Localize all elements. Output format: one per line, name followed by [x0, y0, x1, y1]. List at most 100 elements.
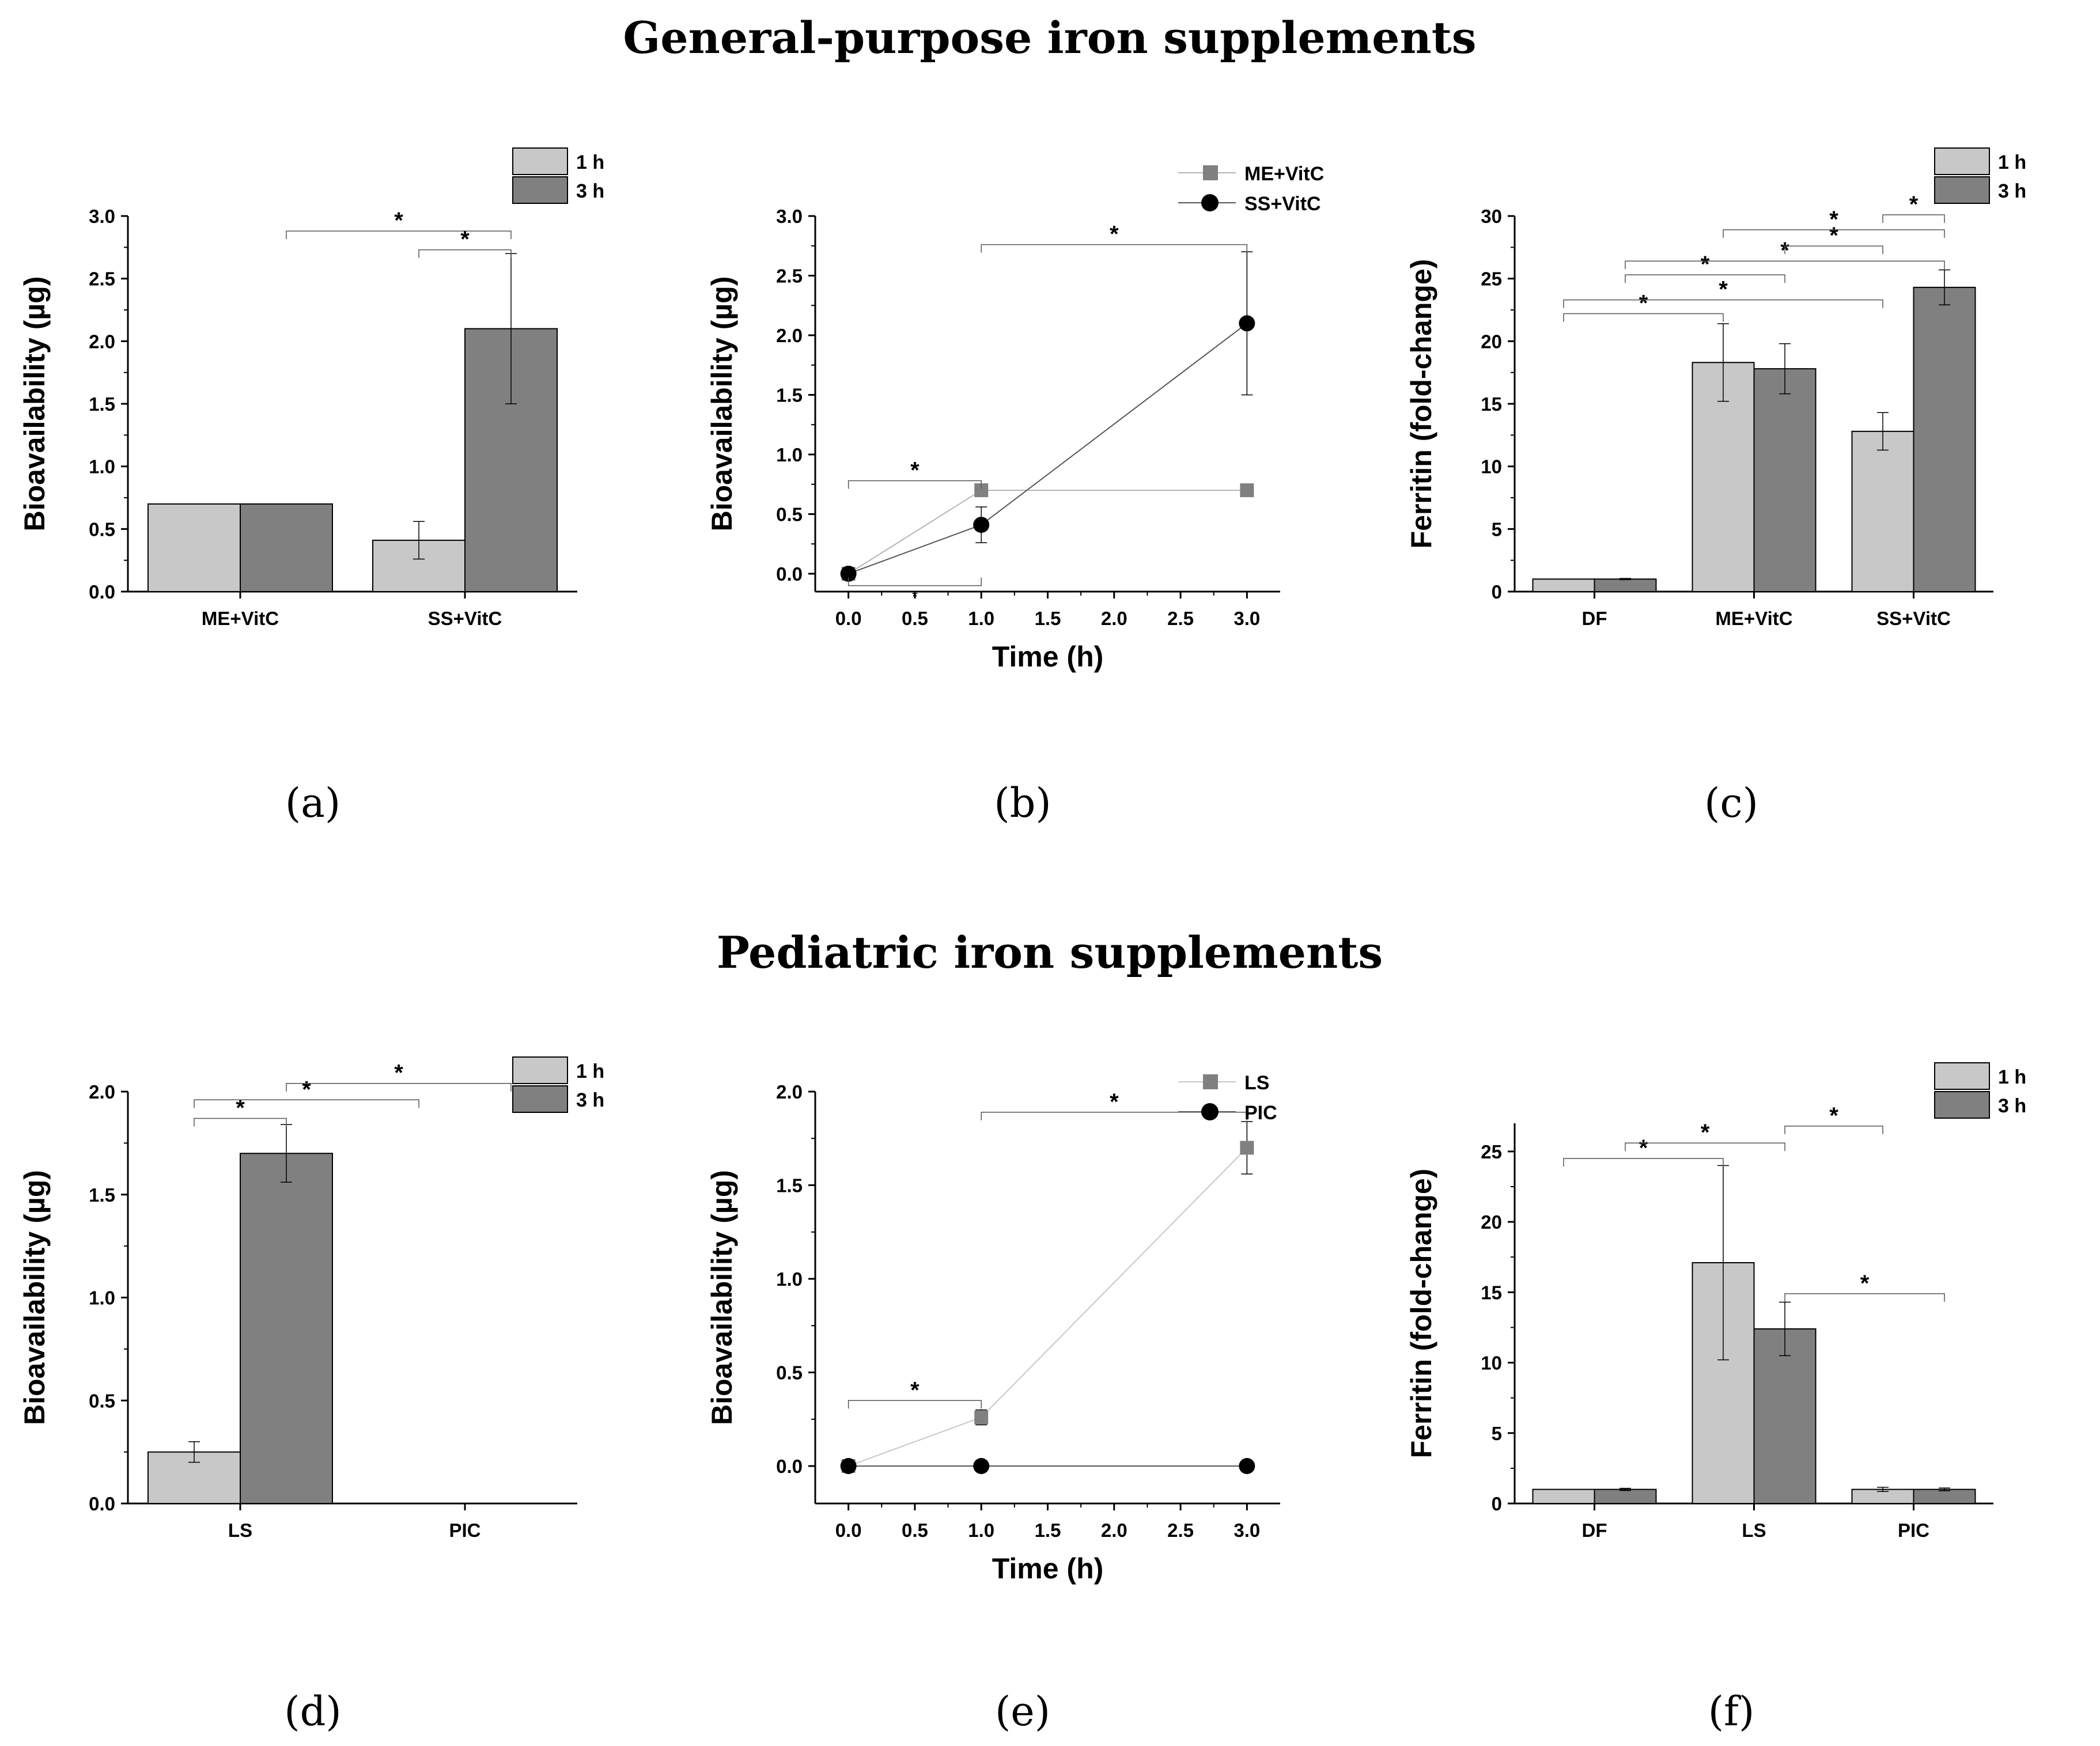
bar-1h-DF: [1532, 1489, 1595, 1505]
significance-bracket: [1563, 1158, 1724, 1167]
x-tick-label-PIC: PIC: [1898, 1520, 1929, 1541]
bar-3h-MEVitC: [240, 503, 333, 592]
significance-bracket: [1882, 214, 1945, 223]
x-tick-label-LS: LS: [228, 1520, 252, 1541]
point-LS: [1240, 1141, 1254, 1155]
point-LS: [974, 1410, 989, 1425]
significance-star: *: [1829, 1103, 1838, 1128]
x-tick-label-LS: LS: [1742, 1520, 1766, 1541]
x-tick-label: 0.5: [902, 608, 928, 629]
point-SSVitC: [973, 517, 990, 533]
y-tick-label: 0.5: [776, 1362, 803, 1384]
point-PIC: [1239, 1458, 1255, 1474]
y-axis-title: Bioavailability (µg): [18, 277, 51, 532]
significance-star: *: [1909, 192, 1919, 217]
significance-bracket: [1784, 245, 1883, 255]
significance-star: *: [302, 1077, 311, 1102]
bar-3h-PIC: [1913, 1489, 1976, 1505]
significance-star: *: [1639, 291, 1648, 316]
y-tick-label: 5: [1492, 1423, 1502, 1444]
legend-label: 1 h: [1998, 1066, 2026, 1088]
significance-star: *: [1829, 207, 1838, 232]
bar-3h-MEVitC: [1753, 368, 1817, 592]
panel-label-b: (b): [994, 779, 1051, 827]
y-tick-label: 0.0: [89, 1493, 115, 1514]
panel-label-a: (a): [285, 779, 340, 827]
significance-bracket: [1784, 1126, 1883, 1134]
y-tick-label: 30: [1481, 206, 1502, 227]
x-tick-label-SSVitC: SS+VitC: [428, 608, 502, 629]
y-tick-label: 0.5: [89, 518, 115, 540]
legend-swatch-3h: [512, 1085, 568, 1113]
legend-swatch-3h: [512, 176, 568, 204]
panel-label-c: (c): [1704, 779, 1758, 827]
significance-star: *: [1701, 1120, 1710, 1145]
y-axis-title: Bioavailability (µg): [706, 277, 738, 532]
legend-label: 3 h: [576, 1089, 604, 1111]
significance-star: *: [1110, 1089, 1119, 1115]
significance-bracket: [1625, 260, 1945, 270]
legend-label: 3 h: [576, 180, 604, 202]
legend-label: PIC: [1244, 1102, 1277, 1124]
y-tick-label: 10: [1481, 456, 1502, 478]
y-tick-label: 0: [1492, 581, 1502, 603]
significance-bracket: [286, 1082, 512, 1092]
significance-bracket: [1723, 229, 1945, 238]
legend-swatch-1h: [1934, 1062, 1990, 1090]
y-tick-label: 15: [1481, 393, 1502, 415]
chart-b-bioavailability-line: 0.0 0.5 1.0 1.5 2.0 2.5 3.0 Bioavailability (µg…: [706, 163, 1324, 673]
y-tick-label: 1.0: [89, 1287, 115, 1309]
legend-swatch-1h: [1934, 147, 1990, 175]
significance-bracket: [1563, 299, 1883, 308]
x-tick-label: 1.0: [968, 608, 994, 629]
x-tick-label: 0.0: [835, 1520, 862, 1541]
legend-marker-circle: [1201, 1103, 1219, 1120]
significance-star: *: [460, 227, 470, 252]
x-tick-label: 3.0: [1233, 1520, 1260, 1541]
legend-marker-square: [1203, 1074, 1218, 1089]
significance-bracket: [847, 1400, 982, 1409]
significance-bracket: [1784, 1293, 1945, 1302]
y-axis-title: Bioavailability (µg): [706, 1170, 738, 1425]
x-tick-label: 1.0: [968, 1520, 994, 1541]
point-PIC: [973, 1458, 990, 1474]
chart-c-ferritin-bar: 0 5 10 15 20 25 30 Ferritin (fold-change) DF ME+V…: [1405, 147, 2026, 629]
panel-label-d: (d): [284, 1688, 341, 1735]
point-MEVitC: [1240, 483, 1254, 498]
significance-star: *: [394, 1061, 403, 1086]
y-tick-label: 0.0: [89, 581, 115, 603]
y-tick-label: 20: [1481, 1211, 1502, 1233]
legend-swatch-3h: [1934, 176, 1990, 204]
x-tick-label-DF: DF: [1582, 1520, 1607, 1541]
y-tick-label: 1.0: [776, 1268, 803, 1290]
legend-label: 1 h: [1998, 152, 2026, 173]
section-title-pediatric: Pediatric iron supplements: [717, 927, 1383, 978]
chart-a-bioavailability-bar: 0.0 0.5 1.0 1.5 2.0 2.5 3.0 Bioavailability (µg…: [18, 147, 604, 629]
significance-star: *: [1860, 1271, 1870, 1296]
x-tick-label-PIC: PIC: [449, 1520, 480, 1541]
x-tick-label: 2.5: [1167, 1520, 1194, 1541]
series-line-LS: [848, 1147, 1248, 1467]
y-tick-label: 0.5: [89, 1390, 115, 1411]
section-title-general: General-purpose iron supplements: [623, 12, 1476, 63]
y-tick-label: 1.5: [776, 1175, 803, 1196]
significance-bracket: [847, 577, 982, 586]
panel-label-e: (e): [995, 1688, 1050, 1735]
legend-label: LS: [1244, 1072, 1269, 1094]
y-tick-label: 20: [1481, 331, 1502, 352]
y-tick-label: 10: [1481, 1353, 1502, 1374]
legend-label: SS+VitC: [1244, 193, 1321, 215]
bar-3h-LS: [1753, 1328, 1817, 1505]
y-tick-label: 25: [1481, 1141, 1502, 1162]
y-tick-label: 0.0: [776, 563, 803, 585]
legend-swatch-1h: [512, 1056, 568, 1084]
bar-1h-DF: [1532, 578, 1595, 592]
legend-label: ME+VitC: [1244, 163, 1324, 185]
panel-label-f: (f): [1708, 1688, 1755, 1735]
x-tick-label-SSVitC: SS+VitC: [1876, 608, 1951, 629]
bar-1h-MEVitC: [147, 503, 241, 592]
point-SSVitC: [840, 565, 857, 582]
point-SSVitC: [1239, 315, 1255, 332]
significance-star: *: [1719, 277, 1728, 302]
y-axis-title: Ferritin (fold-change): [1405, 1169, 1437, 1459]
